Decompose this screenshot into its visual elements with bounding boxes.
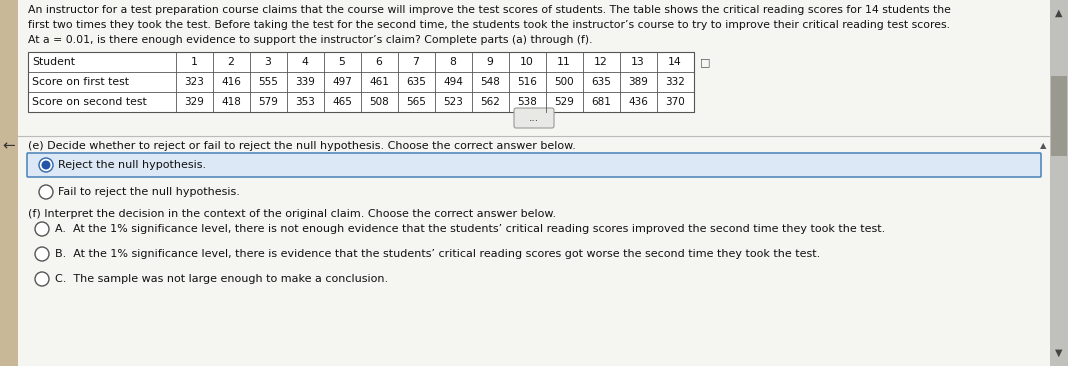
Text: 416: 416 [221, 77, 241, 87]
Circle shape [40, 185, 53, 199]
Text: (e) Decide whether to reject or fail to reject the null hypothesis. Choose the c: (e) Decide whether to reject or fail to … [28, 141, 576, 151]
Text: 11: 11 [557, 57, 571, 67]
Text: 7: 7 [412, 57, 420, 67]
Text: 538: 538 [517, 97, 537, 107]
Text: Student: Student [32, 57, 75, 67]
Text: ▲: ▲ [1040, 141, 1047, 150]
Text: ...: ... [529, 113, 539, 123]
Text: 329: 329 [184, 97, 204, 107]
Text: 579: 579 [258, 97, 278, 107]
FancyBboxPatch shape [27, 153, 1041, 177]
FancyBboxPatch shape [514, 108, 554, 128]
Circle shape [35, 247, 49, 261]
Text: 635: 635 [591, 77, 611, 87]
Text: 8: 8 [450, 57, 456, 67]
Text: 497: 497 [332, 77, 352, 87]
Text: 6: 6 [376, 57, 382, 67]
Text: 5: 5 [339, 57, 345, 67]
Text: An instructor for a test preparation course claims that the course will improve : An instructor for a test preparation cou… [28, 5, 951, 15]
Text: 353: 353 [295, 97, 315, 107]
Text: 2: 2 [227, 57, 235, 67]
Text: 565: 565 [406, 97, 426, 107]
Text: 562: 562 [480, 97, 500, 107]
Text: 370: 370 [665, 97, 685, 107]
Bar [1051, 76, 1067, 156]
Text: 389: 389 [628, 77, 648, 87]
Text: 332: 332 [665, 77, 685, 87]
Text: □: □ [700, 57, 710, 67]
Text: ←: ← [2, 138, 15, 153]
Text: B.  At the 1% significance level, there is evidence that the students’ critical : B. At the 1% significance level, there i… [54, 249, 820, 259]
Circle shape [35, 222, 49, 236]
Text: 635: 635 [406, 77, 426, 87]
Circle shape [42, 161, 50, 169]
Text: A.  At the 1% significance level, there is not enough evidence that the students: A. At the 1% significance level, there i… [54, 224, 885, 234]
Text: 465: 465 [332, 97, 352, 107]
Text: Fail to reject the null hypothesis.: Fail to reject the null hypothesis. [58, 187, 240, 197]
Text: 436: 436 [628, 97, 648, 107]
Text: Score on second test: Score on second test [32, 97, 146, 107]
Text: 461: 461 [370, 77, 389, 87]
Text: 9: 9 [487, 57, 493, 67]
Text: At a = 0.01, is there enough evidence to support the instructor’s claim? Complet: At a = 0.01, is there enough evidence to… [28, 35, 593, 45]
Bar [28, 52, 694, 112]
Circle shape [35, 272, 49, 286]
Text: 3: 3 [265, 57, 271, 67]
Text: ▲: ▲ [1055, 8, 1063, 18]
Text: ▼: ▼ [1055, 348, 1063, 358]
Text: 323: 323 [184, 77, 204, 87]
Text: 500: 500 [554, 77, 574, 87]
Circle shape [40, 158, 53, 172]
Text: 555: 555 [258, 77, 278, 87]
Text: 548: 548 [480, 77, 500, 87]
Text: Score on first test: Score on first test [32, 77, 129, 87]
Text: (f) Interpret the decision in the context of the original claim. Choose the corr: (f) Interpret the decision in the contex… [28, 209, 556, 219]
Text: 1: 1 [190, 57, 198, 67]
Text: first two times they took the test. Before taking the test for the second time, : first two times they took the test. Befo… [28, 20, 951, 30]
Text: 14: 14 [669, 57, 681, 67]
Text: 529: 529 [554, 97, 574, 107]
Text: 4: 4 [301, 57, 309, 67]
Text: 516: 516 [517, 77, 537, 87]
Text: 13: 13 [631, 57, 645, 67]
Text: 508: 508 [370, 97, 389, 107]
Text: 681: 681 [591, 97, 611, 107]
Text: Reject the null hypothesis.: Reject the null hypothesis. [58, 160, 206, 170]
Text: 10: 10 [520, 57, 534, 67]
Text: 418: 418 [221, 97, 241, 107]
Text: 12: 12 [594, 57, 608, 67]
Text: 494: 494 [443, 77, 462, 87]
Text: 523: 523 [443, 97, 462, 107]
Text: C.  The sample was not large enough to make a conclusion.: C. The sample was not large enough to ma… [54, 274, 388, 284]
Bar [1050, 0, 1068, 366]
Text: 339: 339 [295, 77, 315, 87]
Bar [0, 0, 18, 366]
